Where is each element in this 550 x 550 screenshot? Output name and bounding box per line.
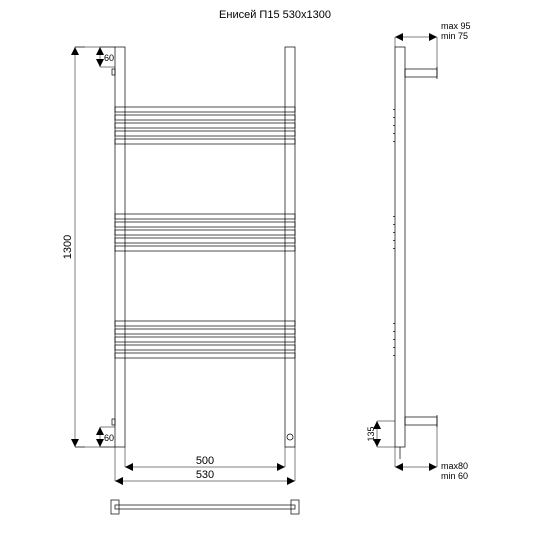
svg-text:max 95: max 95 [441,21,471,31]
plan-view [111,500,299,514]
title: Енисей П15 530х1300 [219,9,331,21]
svg-text:min 75: min 75 [441,31,468,41]
svg-text:60: 60 [104,53,114,63]
front-view [112,47,295,447]
side-view [393,47,437,459]
svg-text:60: 60 [104,433,114,443]
svg-text:530: 530 [196,469,214,481]
svg-text:1300: 1300 [62,235,74,259]
svg-text:min 60: min 60 [441,471,468,481]
svg-text:500: 500 [196,455,214,467]
svg-text:max80: max80 [441,461,468,471]
svg-text:135: 135 [366,426,376,441]
